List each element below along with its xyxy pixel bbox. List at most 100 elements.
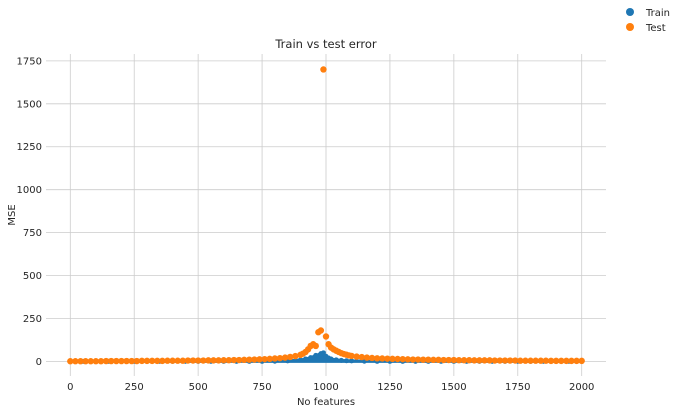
- test-point: [143, 357, 151, 365]
- legend-train-label: Train: [645, 8, 670, 19]
- test-point: [440, 356, 447, 364]
- test-point: [220, 357, 227, 364]
- test-point: [138, 357, 146, 365]
- test-point: [276, 354, 284, 362]
- test-point: [194, 357, 202, 364]
- train-point: [328, 356, 334, 362]
- y-tick-label: 500: [23, 271, 42, 282]
- test-point: [240, 356, 248, 364]
- test-point: [113, 357, 120, 365]
- legend-test-marker: [626, 23, 634, 31]
- train-point: [320, 350, 326, 356]
- y-tick-label: 750: [23, 228, 42, 239]
- test-point: [547, 357, 555, 365]
- test-point: [256, 356, 263, 363]
- grid: [46, 54, 606, 376]
- legend: Train Test: [626, 8, 670, 34]
- test-point: [573, 357, 580, 365]
- x-tick-label: 1500: [441, 382, 466, 393]
- test-point: [425, 356, 432, 363]
- test-point: [148, 357, 156, 365]
- y-axis-label: MSE: [7, 204, 18, 225]
- test-point: [368, 354, 376, 362]
- x-tick-label: 1750: [505, 382, 530, 393]
- test-point: [92, 358, 100, 365]
- test-point: [512, 357, 519, 364]
- test-point: [235, 356, 243, 364]
- test-point: [486, 357, 493, 364]
- chart-title: Train vs test error: [274, 37, 377, 51]
- test-point: [481, 357, 488, 364]
- test-point: [460, 357, 468, 364]
- test-point: [563, 357, 570, 365]
- test-point: [491, 357, 498, 364]
- test-point: [169, 357, 176, 364]
- test-point: [532, 357, 539, 364]
- test-point: [215, 357, 222, 364]
- y-tick-label: 1500: [17, 99, 42, 110]
- test-point: [578, 357, 585, 365]
- test-point: [430, 356, 437, 364]
- y-tick-label: 250: [23, 314, 42, 325]
- train-point: [303, 356, 309, 362]
- legend-train-marker: [626, 8, 634, 16]
- test-point: [102, 357, 110, 365]
- test-point: [455, 357, 463, 364]
- test-point: [320, 66, 327, 73]
- test-point: [471, 357, 478, 364]
- test-point: [445, 356, 452, 364]
- y-tick-labels: 0 250 500 750 1000 1250 1500 1750: [17, 56, 42, 368]
- x-tick-label: 750: [253, 382, 272, 393]
- test-point: [123, 357, 130, 365]
- test-point: [179, 357, 187, 364]
- test-point: [322, 333, 330, 340]
- test-point: [496, 357, 504, 364]
- x-tick-label: 250: [125, 382, 144, 393]
- x-tick-label: 1000: [313, 382, 338, 393]
- test-point: [287, 353, 294, 361]
- test-point: [506, 357, 514, 364]
- test-point: [271, 355, 279, 362]
- test-point: [353, 353, 360, 360]
- test-point: [87, 358, 94, 365]
- test-point: [205, 357, 212, 364]
- test-point: [404, 356, 412, 363]
- test-point: [210, 357, 217, 364]
- test-point: [128, 357, 135, 365]
- test-point: [159, 357, 166, 365]
- test-point: [108, 357, 115, 365]
- test-point: [184, 357, 192, 364]
- test-point: [312, 342, 319, 350]
- test-point: [384, 355, 391, 362]
- y-tick-label: 1000: [17, 185, 42, 196]
- y-tick-label: 0: [36, 357, 42, 368]
- train-point: [308, 355, 314, 361]
- test-point: [82, 358, 89, 365]
- test-point: [72, 358, 79, 365]
- test-point: [414, 356, 422, 363]
- test-point: [419, 356, 427, 363]
- test-point: [373, 355, 381, 362]
- test-point: [363, 354, 371, 361]
- test-point: [552, 357, 560, 365]
- test-point: [450, 356, 458, 364]
- x-tick-label: 1250: [377, 382, 402, 393]
- test-point: [77, 358, 84, 365]
- test-point: [394, 355, 401, 363]
- test-point: [230, 356, 238, 364]
- train-point: [349, 358, 355, 364]
- test-point: [251, 356, 258, 363]
- test-point: [97, 358, 105, 365]
- test-point: [537, 357, 544, 364]
- x-tick-label: 0: [67, 382, 73, 393]
- test-point: [389, 355, 396, 363]
- test-point: [522, 357, 529, 364]
- x-tick-label: 500: [189, 382, 208, 393]
- test-point: [246, 356, 253, 363]
- test-point: [67, 358, 74, 365]
- test-point: [542, 357, 550, 364]
- test-point: [174, 357, 181, 364]
- test-series: [67, 66, 585, 365]
- train-point: [338, 357, 344, 363]
